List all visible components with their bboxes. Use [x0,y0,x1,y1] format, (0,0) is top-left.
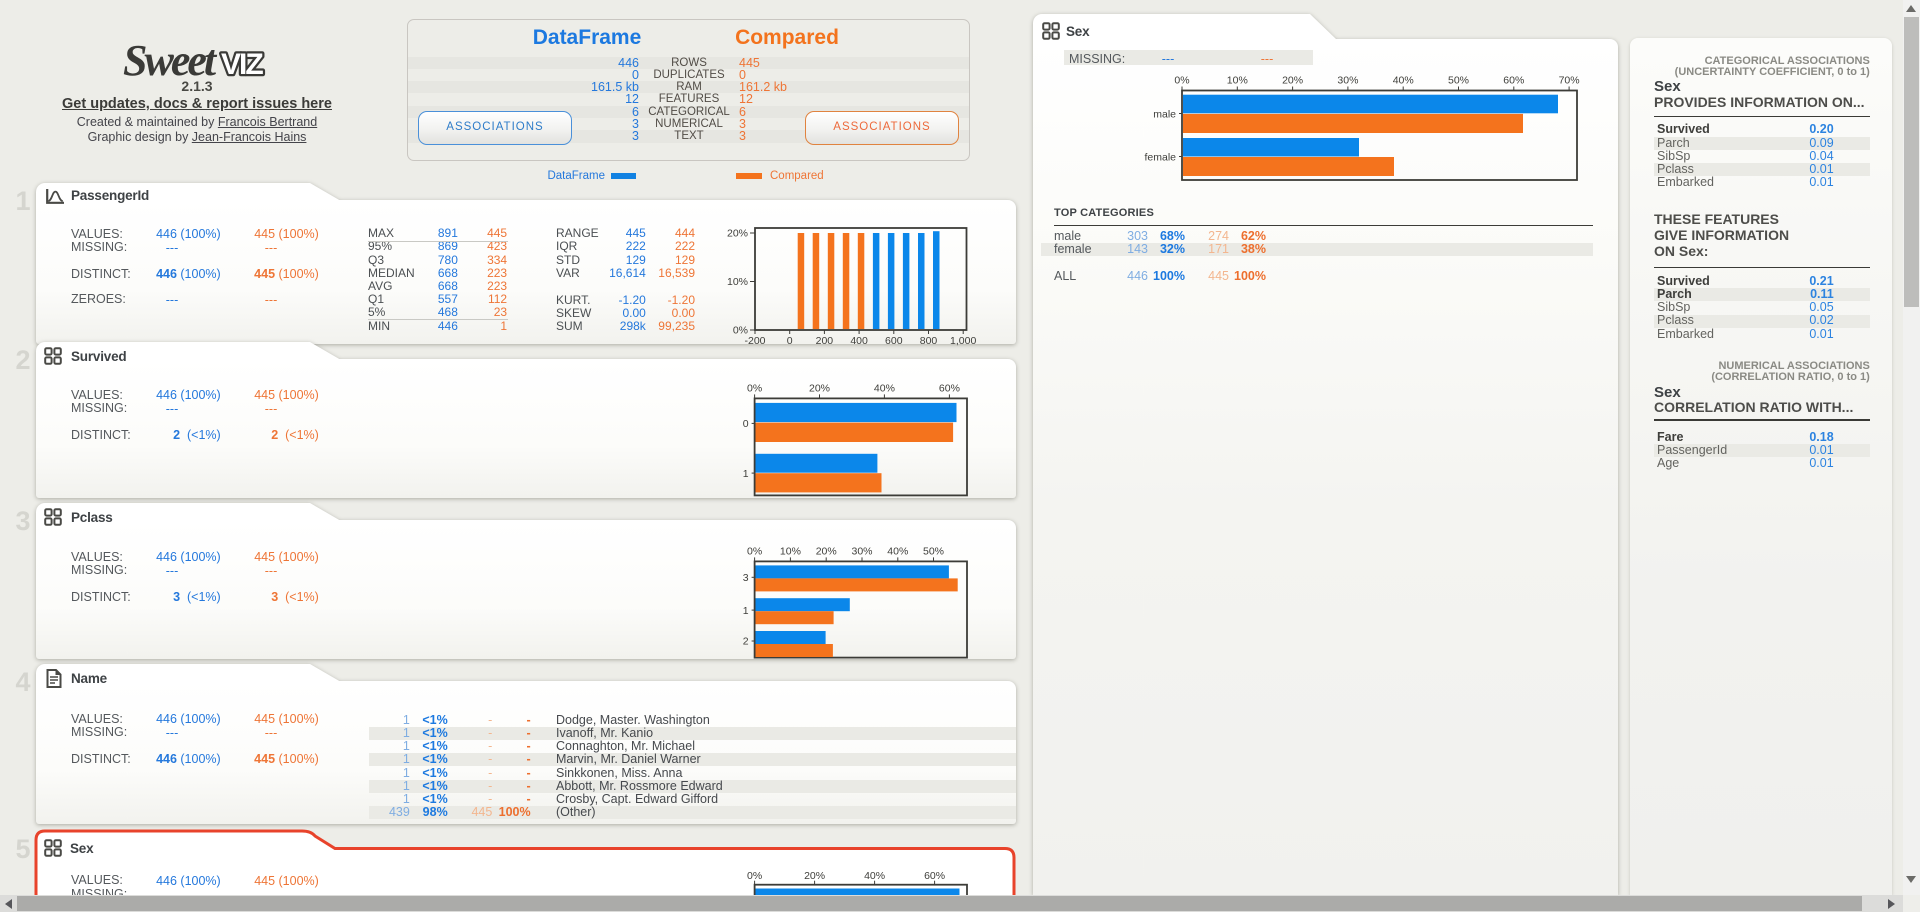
svg-text:-200: -200 [744,335,765,347]
svg-text:Sweet: Sweet [123,36,218,84]
svg-text:0: 0 [787,335,793,347]
svg-text:30%: 30% [851,545,872,557]
svg-text:400: 400 [850,335,868,347]
svg-text:0%: 0% [733,325,748,337]
svg-text:50%: 50% [1448,75,1469,87]
svg-text:0%: 0% [747,870,762,882]
svg-text:600: 600 [885,335,903,347]
svg-text:50%: 50% [923,545,944,557]
svg-text:0%: 0% [747,383,762,395]
svg-text:40%: 40% [887,545,908,557]
svg-text:70%: 70% [1559,75,1580,87]
svg-text:0%: 0% [1174,75,1189,87]
svg-text:10%: 10% [780,545,801,557]
svg-text:40%: 40% [1393,75,1414,87]
svg-text:10%: 10% [1227,75,1248,87]
svg-text:1,000: 1,000 [950,335,976,347]
svg-text:40%: 40% [864,870,885,882]
svg-text:3: 3 [743,572,749,584]
svg-text:40%: 40% [874,383,895,395]
svg-text:1: 1 [743,468,749,480]
svg-text:male: male [1153,109,1176,121]
svg-text:2: 2 [743,636,749,648]
svg-text:20%: 20% [816,545,837,557]
svg-text:20%: 20% [727,228,748,240]
svg-text:200: 200 [816,335,834,347]
svg-text:20%: 20% [809,383,830,395]
svg-text:10%: 10% [727,276,748,288]
svg-text:60%: 60% [1503,75,1524,87]
svg-text:0: 0 [743,418,749,430]
svg-text:20%: 20% [804,870,825,882]
svg-text:60%: 60% [939,383,960,395]
svg-text:1: 1 [743,605,749,617]
svg-text:female: female [1144,152,1176,164]
svg-text:0%: 0% [747,545,762,557]
svg-text:60%: 60% [924,870,945,882]
svg-text:VIZ: VIZ [221,48,263,81]
svg-text:30%: 30% [1337,75,1358,87]
svg-text:800: 800 [920,335,938,347]
svg-text:20%: 20% [1282,75,1303,87]
